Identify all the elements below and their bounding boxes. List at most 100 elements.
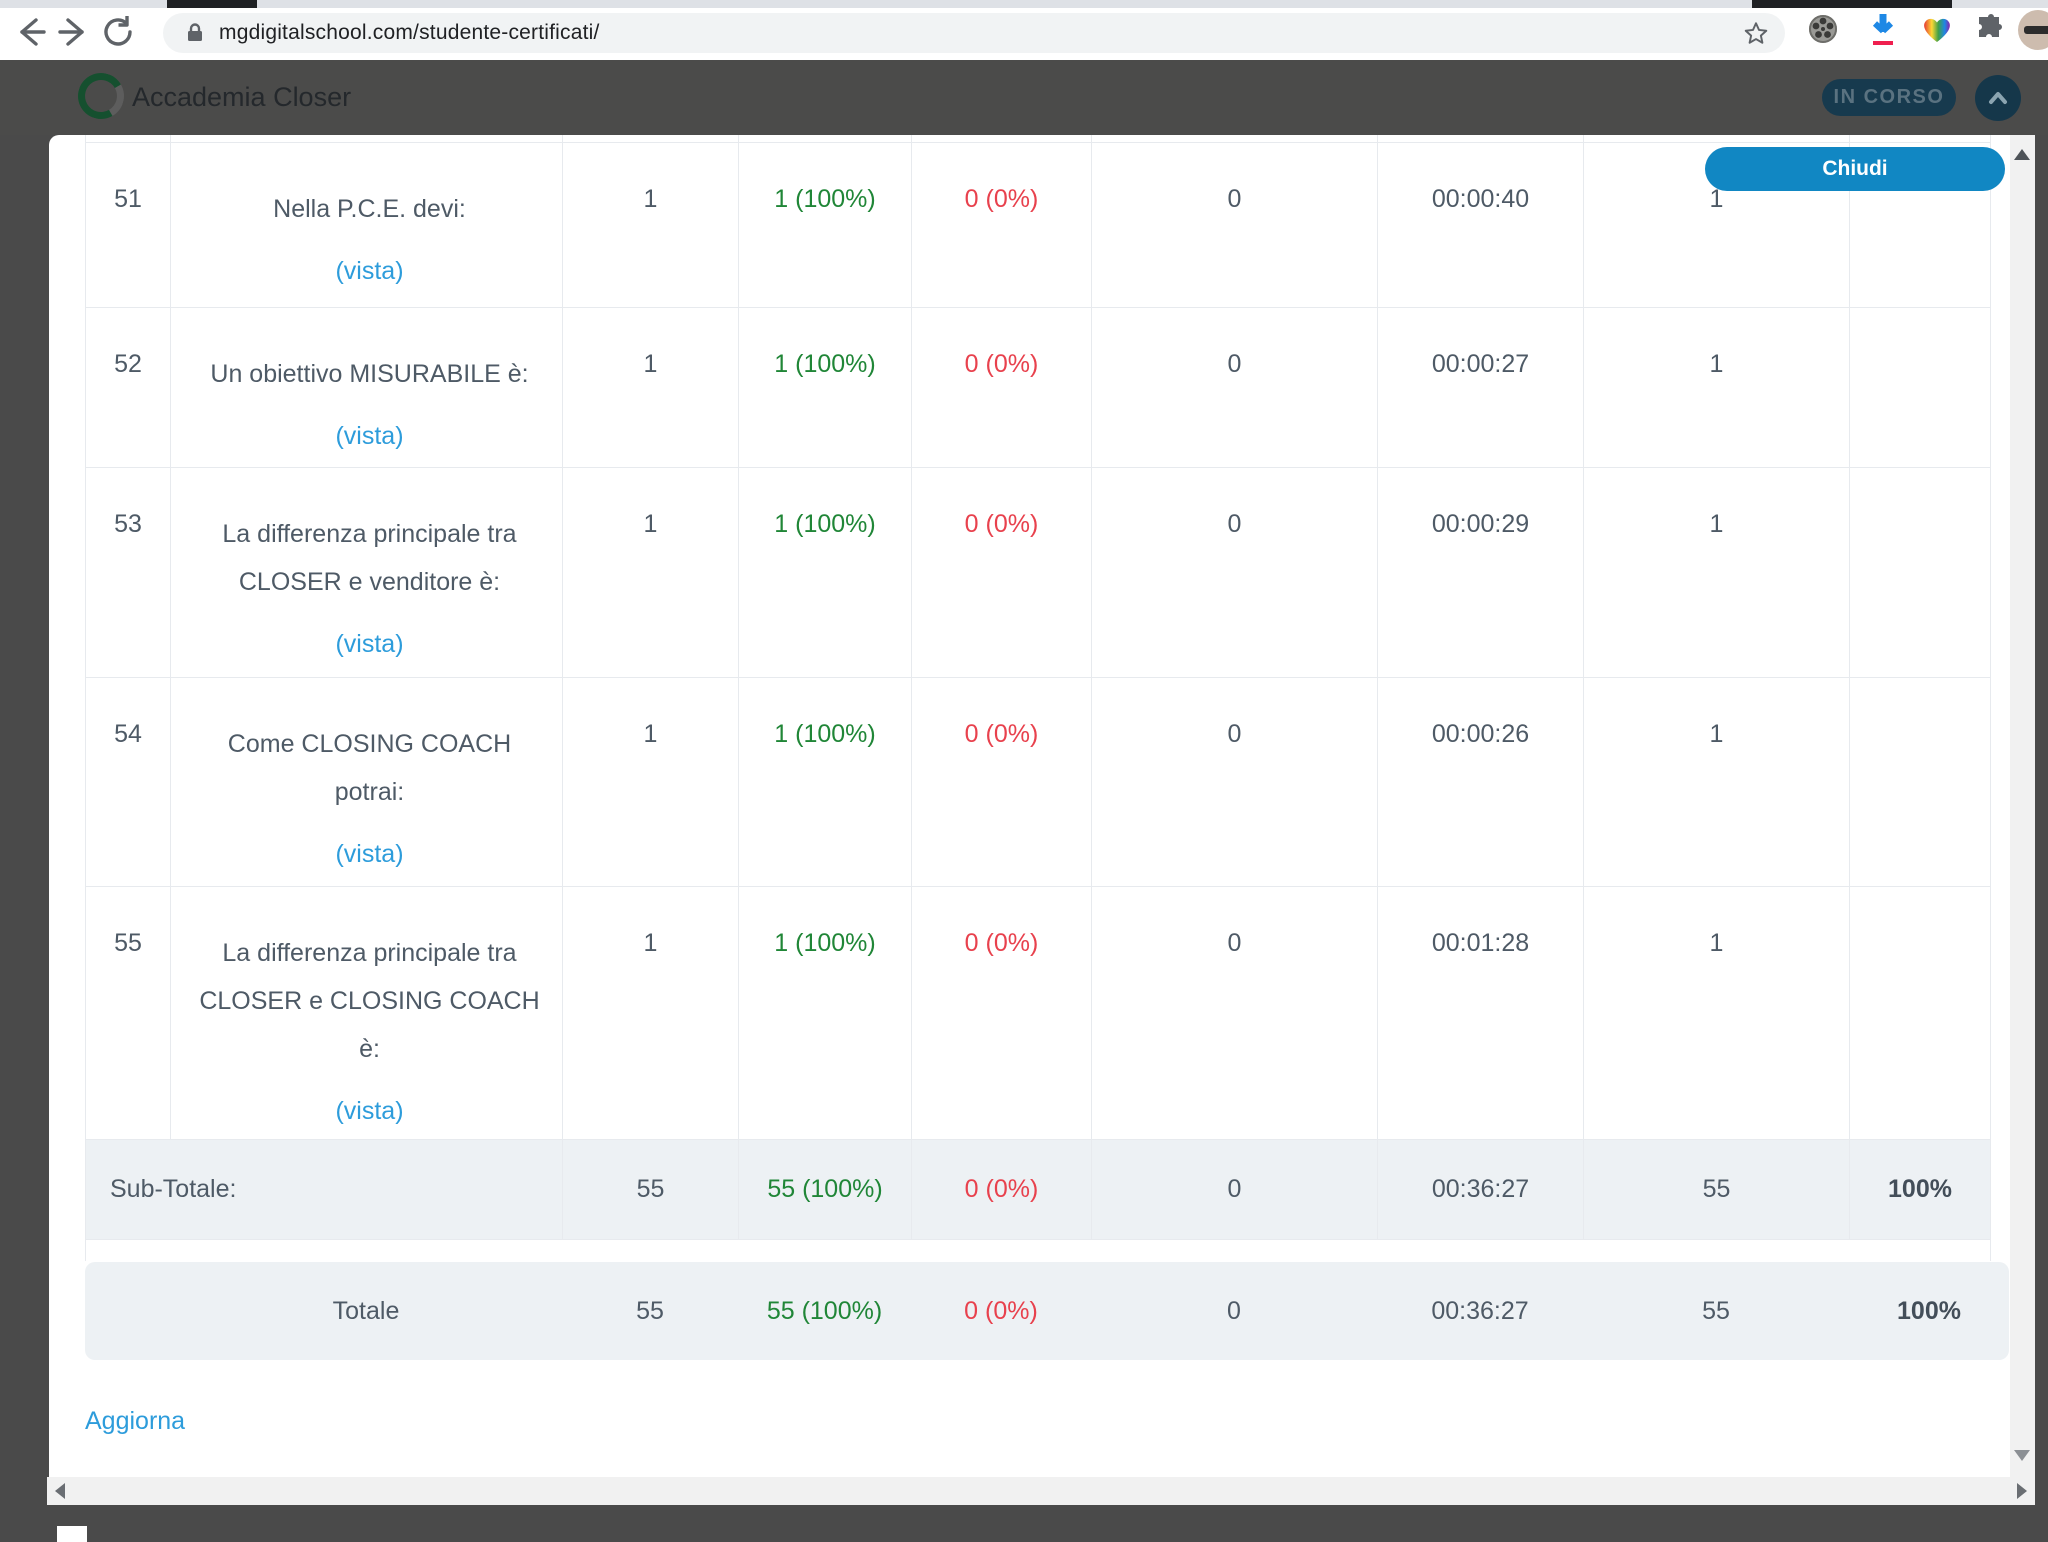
subtotal-correct: 55 (100%) — [739, 1139, 912, 1239]
profile-avatar[interactable] — [2018, 10, 2048, 50]
back-icon[interactable] — [12, 14, 48, 50]
scroll-right-arrow-icon[interactable] — [2017, 1483, 2027, 1499]
extra-cell — [1850, 677, 1991, 886]
vista-link[interactable]: (vista) — [335, 412, 403, 460]
site-logo-icon — [73, 68, 129, 124]
lock-icon — [185, 23, 205, 43]
results-table: 51Nella P.C.E. devi:(vista)11 (100%)0 (0… — [85, 135, 1991, 1261]
total-row: Totale 55 55 (100%) 0 (0%) 0 00:36:27 55… — [85, 1262, 2009, 1360]
total-label: Totale — [170, 1297, 562, 1326]
subtotal-score: 55 — [1584, 1139, 1850, 1239]
subtotal-percent: 100% — [1850, 1139, 1991, 1239]
question-row: 54Come CLOSING COACH potrai:(vista)11 (1… — [86, 677, 1991, 886]
incorrect-cell: 0 (0%) — [912, 307, 1092, 467]
total-correct: 55 (100%) — [738, 1297, 911, 1326]
correct-cell: 1 (100%) — [739, 142, 912, 307]
score-cell: 1 — [1584, 307, 1850, 467]
extensions-puzzle-icon[interactable] — [1976, 14, 2006, 44]
download-extension-icon[interactable] — [1866, 12, 1900, 46]
time-cell: 00:00:40 — [1378, 142, 1584, 307]
time-cell: 00:01:28 — [1378, 886, 1584, 1139]
correct-cell: 1 (100%) — [739, 467, 912, 677]
total-percent: 100% — [1849, 1297, 2009, 1326]
unanswered-cell: 0 — [1092, 886, 1378, 1139]
extra-cell — [1850, 886, 1991, 1139]
question-cell: La differenza principale tra CLOSER e ve… — [171, 467, 563, 677]
scroll-left-arrow-icon[interactable] — [55, 1483, 65, 1499]
unanswered-cell: 0 — [1092, 142, 1378, 307]
spacer-row — [86, 1239, 1991, 1261]
time-cell: 00:00:26 — [1378, 677, 1584, 886]
refresh-link[interactable]: Aggiorna — [85, 1407, 185, 1436]
unanswered-cell: 0 — [1092, 677, 1378, 886]
time-cell: 00:00:29 — [1378, 467, 1584, 677]
table-top-clipped-row — [86, 135, 1991, 142]
subtotal-unanswered: 0 — [1092, 1139, 1378, 1239]
tab-notch — [167, 0, 257, 8]
question-cell: Nella P.C.E. devi: (vista) — [171, 142, 563, 307]
status-badge[interactable]: IN CORSO — [1822, 79, 1956, 116]
row-number-cell: 53 — [86, 467, 171, 677]
question-cell: Come CLOSING COACH potrai: (vista) — [171, 677, 563, 886]
incorrect-cell: 0 (0%) — [912, 467, 1092, 677]
row-number-cell: 55 — [86, 886, 171, 1139]
unanswered-cell: 0 — [1092, 467, 1378, 677]
reload-icon[interactable] — [100, 14, 136, 50]
scroll-up-arrow-icon[interactable] — [2014, 149, 2030, 160]
question-text: Nella P.C.E. devi: — [197, 185, 542, 233]
attempts-cell: 1 — [563, 677, 739, 886]
vista-link[interactable]: (vista) — [335, 620, 403, 668]
question-row: 52Un obiettivo MISURABILE è:(vista)11 (1… — [86, 307, 1991, 467]
correct-cell: 1 (100%) — [739, 886, 912, 1139]
total-score: 55 — [1583, 1297, 1849, 1326]
subtotal-label: Sub-Totale: — [86, 1139, 563, 1239]
horizontal-scrollbar[interactable] — [47, 1477, 2035, 1505]
vista-link[interactable]: (vista) — [335, 247, 403, 295]
row-number-cell: 51 — [86, 142, 171, 307]
site-header: Accademia Closer IN CORSO — [0, 60, 2048, 135]
score-cell: 1 — [1584, 677, 1850, 886]
score-cell: 1 — [1584, 467, 1850, 677]
subtotal-row: Sub-Totale: 55 55 (100%) 0 (0%) 0 00:36:… — [86, 1139, 1991, 1239]
subtotal-time: 00:36:27 — [1378, 1139, 1584, 1239]
incorrect-cell: 0 (0%) — [912, 677, 1092, 886]
page-bottom-band — [0, 1505, 2048, 1542]
attempts-cell: 1 — [563, 307, 739, 467]
vista-link[interactable]: (vista) — [335, 830, 403, 878]
close-button[interactable]: Chiudi — [1705, 147, 2005, 191]
question-row: 55La differenza principale tra CLOSER e … — [86, 886, 1991, 1139]
question-text: Come CLOSING COACH potrai: — [197, 720, 542, 816]
extra-cell — [1850, 467, 1991, 677]
browser-toolbar: mgdigitalschool.com/studente-certificati… — [0, 0, 2048, 60]
chevron-up-button[interactable] — [1975, 75, 2021, 121]
incorrect-cell: 0 (0%) — [912, 142, 1092, 307]
question-row: 53La differenza principale tra CLOSER e … — [86, 467, 1991, 677]
scroll-down-arrow-icon[interactable] — [2014, 1450, 2030, 1461]
total-attempts: 55 — [562, 1297, 738, 1326]
forward-icon[interactable] — [56, 14, 92, 50]
page-bottom-notch — [57, 1526, 87, 1542]
tab-notch — [1752, 0, 1952, 8]
attempts-cell: 1 — [563, 467, 739, 677]
url-text: mgdigitalschool.com/studente-certificati… — [219, 21, 600, 45]
vista-link[interactable]: (vista) — [335, 1087, 403, 1135]
address-bar[interactable]: mgdigitalschool.com/studente-certificati… — [163, 13, 1785, 53]
unanswered-cell: 0 — [1092, 307, 1378, 467]
time-cell: 00:00:27 — [1378, 307, 1584, 467]
chevron-up-icon — [1985, 85, 2011, 111]
correct-cell: 1 (100%) — [739, 677, 912, 886]
total-time: 00:36:27 — [1377, 1297, 1583, 1326]
question-cell: Un obiettivo MISURABILE è:(vista) — [171, 307, 563, 467]
bookmark-star-icon[interactable] — [1743, 20, 1769, 46]
question-cell: La differenza principale tra CLOSER e CL… — [171, 886, 563, 1139]
rainbow-heart-extension-icon[interactable] — [1920, 12, 1954, 46]
vertical-scrollbar[interactable] — [2010, 135, 2035, 1477]
total-unanswered: 0 — [1091, 1297, 1377, 1326]
tab-strip — [0, 0, 2048, 8]
attempts-cell: 1 — [563, 142, 739, 307]
row-number-cell: 52 — [86, 307, 171, 467]
row-number-cell: 54 — [86, 677, 171, 886]
extra-cell — [1850, 307, 1991, 467]
film-reel-extension-icon[interactable] — [1806, 12, 1840, 46]
results-modal: Chiudi 51Nella P.C.E. devi:(vista)11 (10… — [49, 135, 2035, 1477]
